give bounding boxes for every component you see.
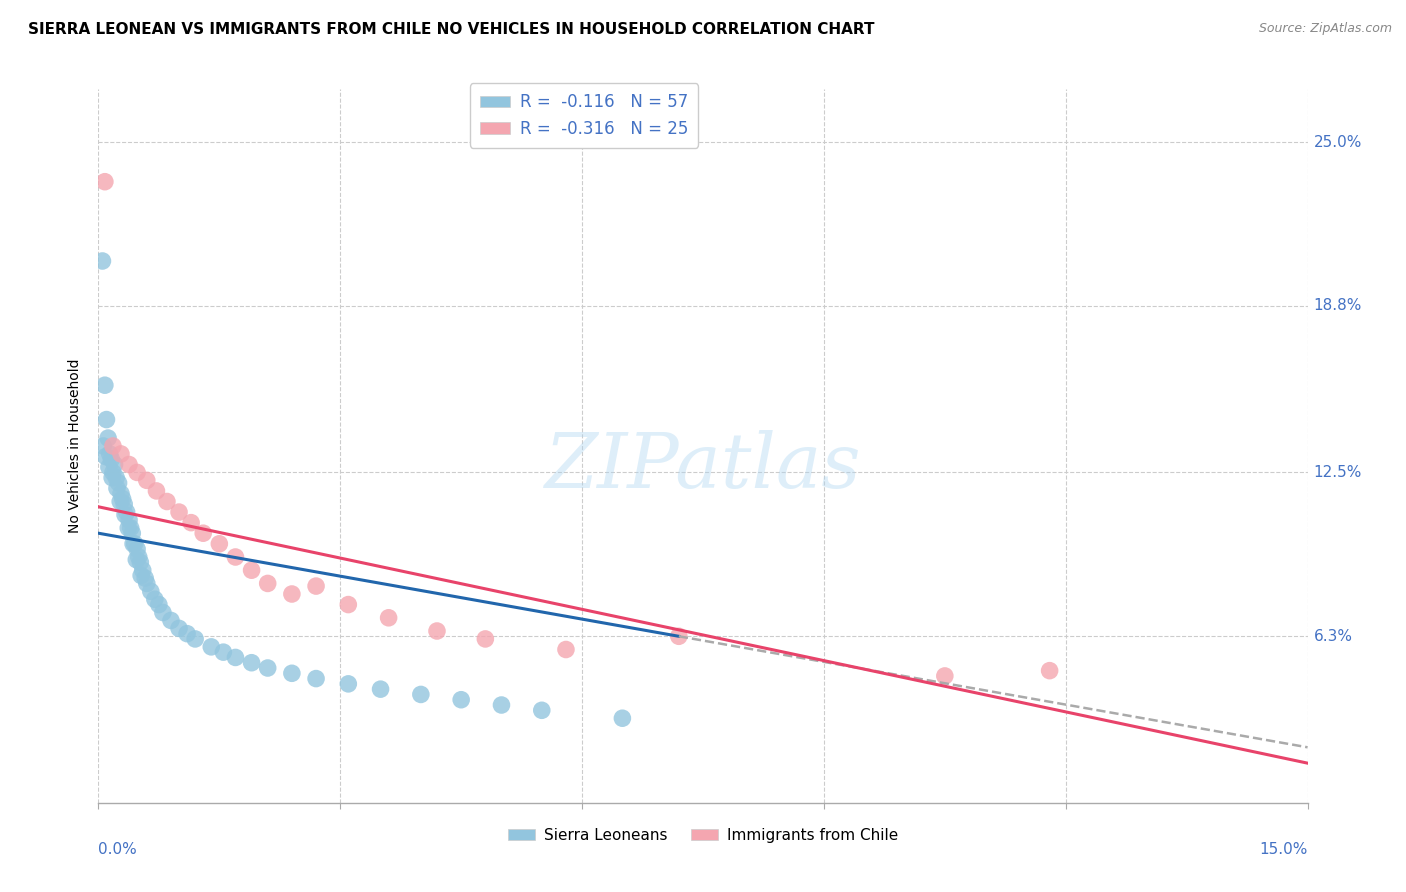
- Y-axis label: No Vehicles in Household: No Vehicles in Household: [69, 359, 83, 533]
- Point: [112, 497, 135, 511]
- Point: [156, 494, 179, 508]
- Point: [474, 632, 496, 646]
- Point: [117, 521, 139, 535]
- Text: ZIPatlas: ZIPatlas: [544, 431, 862, 504]
- Point: [145, 483, 167, 498]
- Point: [118, 458, 141, 472]
- Text: Source: ZipAtlas.com: Source: ZipAtlas.com: [1258, 22, 1392, 36]
- Point: [94, 450, 117, 464]
- Point: [118, 513, 141, 527]
- Point: [134, 571, 156, 585]
- Point: [256, 576, 278, 591]
- Point: [176, 626, 198, 640]
- Point: [337, 598, 360, 612]
- Point: [337, 677, 360, 691]
- Point: [105, 471, 128, 485]
- Text: 15.0%: 15.0%: [1260, 842, 1308, 857]
- Point: [370, 682, 392, 697]
- Point: [160, 614, 183, 628]
- Point: [305, 672, 328, 686]
- Point: [612, 711, 634, 725]
- Point: [124, 537, 146, 551]
- Point: [135, 474, 157, 488]
- Point: [127, 466, 149, 480]
- Legend: Sierra Leoneans, Immigrants from Chile: Sierra Leoneans, Immigrants from Chile: [502, 822, 904, 848]
- Point: [120, 521, 142, 535]
- Point: [180, 516, 202, 530]
- Point: [97, 460, 120, 475]
- Point: [96, 412, 118, 426]
- Text: 6.3%: 6.3%: [1313, 629, 1353, 644]
- Point: [91, 254, 114, 268]
- Point: [101, 471, 124, 485]
- Point: [256, 661, 278, 675]
- Text: SIERRA LEONEAN VS IMMIGRANTS FROM CHILE NO VEHICLES IN HOUSEHOLD CORRELATION CHA: SIERRA LEONEAN VS IMMIGRANTS FROM CHILE …: [28, 22, 875, 37]
- Point: [409, 688, 432, 702]
- Point: [103, 458, 125, 472]
- Point: [91, 439, 114, 453]
- Point: [240, 563, 263, 577]
- Point: [115, 505, 138, 519]
- Point: [1039, 664, 1062, 678]
- Point: [377, 611, 399, 625]
- Point: [212, 645, 235, 659]
- Point: [167, 505, 190, 519]
- Point: [110, 447, 132, 461]
- Point: [101, 466, 124, 480]
- Point: [100, 452, 122, 467]
- Point: [450, 692, 472, 706]
- Point: [128, 549, 150, 564]
- Point: [281, 666, 304, 681]
- Point: [148, 598, 170, 612]
- Point: [143, 592, 166, 607]
- Point: [240, 656, 263, 670]
- Point: [530, 703, 553, 717]
- Point: [122, 537, 145, 551]
- Point: [305, 579, 328, 593]
- Point: [114, 508, 136, 522]
- Point: [98, 447, 121, 461]
- Point: [94, 175, 117, 189]
- Point: [184, 632, 207, 646]
- Point: [139, 584, 162, 599]
- Point: [208, 537, 231, 551]
- Text: 25.0%: 25.0%: [1313, 135, 1362, 150]
- Point: [193, 526, 215, 541]
- Point: [97, 431, 120, 445]
- Point: [167, 621, 190, 635]
- Point: [111, 491, 134, 506]
- Point: [132, 563, 155, 577]
- Point: [491, 698, 513, 712]
- Point: [224, 650, 246, 665]
- Point: [224, 549, 246, 564]
- Point: [934, 669, 956, 683]
- Point: [121, 526, 143, 541]
- Point: [94, 378, 117, 392]
- Point: [107, 475, 129, 490]
- Point: [668, 629, 690, 643]
- Point: [152, 606, 174, 620]
- Point: [125, 552, 148, 566]
- Point: [129, 568, 152, 582]
- Text: 12.5%: 12.5%: [1313, 465, 1362, 480]
- Point: [127, 542, 149, 557]
- Point: [108, 494, 131, 508]
- Point: [129, 555, 152, 569]
- Point: [426, 624, 449, 638]
- Text: 0.0%: 0.0%: [98, 842, 138, 857]
- Point: [135, 576, 157, 591]
- Text: 18.8%: 18.8%: [1313, 299, 1362, 313]
- Point: [110, 486, 132, 500]
- Point: [200, 640, 222, 654]
- Point: [555, 642, 578, 657]
- Point: [105, 481, 128, 495]
- Point: [281, 587, 304, 601]
- Point: [101, 439, 124, 453]
